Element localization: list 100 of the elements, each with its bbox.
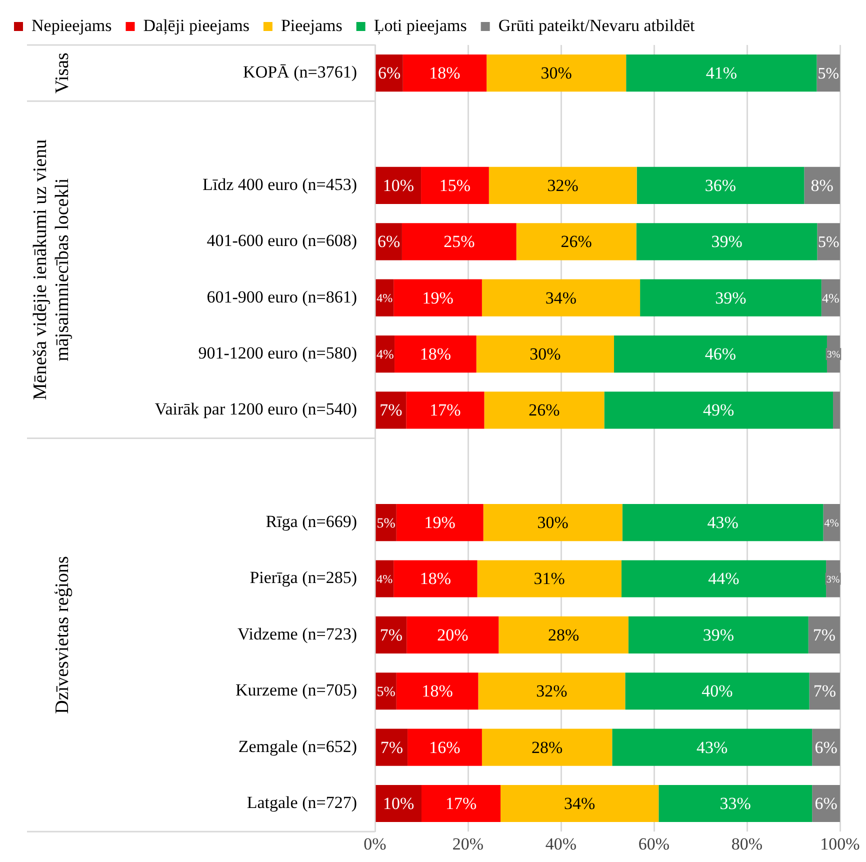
data-label: 34% xyxy=(545,288,577,308)
data-label: 10% xyxy=(382,176,414,195)
bar xyxy=(658,784,812,822)
y-tick-label: Pierīga (n=285) xyxy=(250,568,357,588)
data-label: 7% xyxy=(380,625,403,644)
bar xyxy=(402,223,516,260)
data-label: 6% xyxy=(814,794,838,813)
data-label: 18% xyxy=(422,682,453,701)
bar xyxy=(809,672,840,710)
data-label: 5% xyxy=(818,234,840,251)
legend-label: Ļoti pieejams xyxy=(374,16,467,35)
bar xyxy=(628,616,808,654)
bar xyxy=(614,335,827,373)
bar xyxy=(477,560,622,598)
x-tick-label: 100% xyxy=(820,834,860,854)
data-label: 31% xyxy=(534,569,565,588)
legend-label: Pieejams xyxy=(280,16,342,35)
data-label: 7% xyxy=(380,400,402,420)
y-tick-label: Līdz 400 euro (n=453) xyxy=(202,174,357,194)
bar xyxy=(808,616,840,654)
data-label: 4% xyxy=(376,346,394,362)
text: Dzīvesvietas reģions xyxy=(52,556,73,714)
data-label: 4% xyxy=(822,290,840,306)
data-label: 18% xyxy=(420,344,452,364)
data-label: 18% xyxy=(429,64,460,83)
bar xyxy=(394,335,476,373)
bar xyxy=(625,672,810,710)
bar xyxy=(636,166,804,204)
data-label: 43% xyxy=(696,738,728,757)
data-label: 39% xyxy=(711,232,742,252)
bar xyxy=(482,279,640,316)
data-label: 5% xyxy=(376,684,396,700)
legend-label: Nepieejams xyxy=(32,16,112,35)
bar xyxy=(636,223,818,260)
x-tick-label: 60% xyxy=(638,834,670,854)
bar xyxy=(406,616,499,654)
y-tick-label: Kurzeme (n=705) xyxy=(236,680,357,700)
bar xyxy=(482,728,612,766)
data-label: 43% xyxy=(707,513,738,532)
bar xyxy=(421,166,489,204)
bar xyxy=(376,560,394,598)
y-tick-label: KOPĀ (n=3761) xyxy=(243,62,357,82)
data-label: 30% xyxy=(537,513,568,532)
data-label: 32% xyxy=(536,682,568,701)
bar xyxy=(402,54,487,92)
data-label: 20% xyxy=(437,625,468,644)
data-label: 17% xyxy=(445,794,477,813)
text: Visas xyxy=(52,52,73,94)
bar xyxy=(486,54,626,92)
bar xyxy=(626,54,817,92)
data-label: 5% xyxy=(818,65,840,82)
bar xyxy=(498,616,628,654)
bar xyxy=(408,728,482,766)
data-label: 15% xyxy=(439,176,471,195)
bar xyxy=(612,728,812,766)
bar xyxy=(476,335,614,373)
data-label: 19% xyxy=(422,288,454,308)
data-label: 17% xyxy=(430,400,461,420)
data-label: 40% xyxy=(702,682,733,701)
data-label: 30% xyxy=(540,64,572,83)
y-tick-label: 901-1200 euro (n=580) xyxy=(198,343,357,362)
bar xyxy=(376,728,408,766)
data-label: 25% xyxy=(444,232,475,252)
bar xyxy=(622,504,824,542)
data-label: 4% xyxy=(376,290,393,305)
text: Mēneša vidējie ienākumi uz vienu mājsaimniecības locekli xyxy=(30,138,73,400)
data-label: 49% xyxy=(703,400,734,420)
y-tick-label: 401-600 euro (n=608) xyxy=(206,231,357,250)
y-tick-label: Zemgale (n=652) xyxy=(238,736,357,756)
bar xyxy=(823,504,840,542)
data-label: 18% xyxy=(420,569,452,588)
bar xyxy=(376,616,407,654)
bar xyxy=(621,560,826,598)
data-label: 26% xyxy=(528,400,560,420)
bar xyxy=(406,392,484,429)
bar xyxy=(422,784,501,822)
y-tick-label: 601-900 euro (n=861) xyxy=(206,287,357,306)
data-label: 16% xyxy=(429,738,460,757)
data-label: 34% xyxy=(564,794,596,813)
y-tick-label: Vidzeme (n=723) xyxy=(238,624,357,644)
data-label: 8% xyxy=(810,176,834,195)
x-tick-label: 40% xyxy=(545,834,577,854)
legend-label: Daļēji pieejams xyxy=(143,16,250,35)
bar xyxy=(478,672,626,710)
data-label: 39% xyxy=(715,288,746,308)
data-label: 26% xyxy=(560,232,592,252)
data-label: 6% xyxy=(378,64,401,83)
bar xyxy=(376,166,422,204)
y-tick-label: Latgale (n=727) xyxy=(246,792,357,812)
data-label: 28% xyxy=(531,738,563,757)
bar xyxy=(376,784,422,822)
x-tick-label: 0% xyxy=(364,834,386,854)
data-label: 5% xyxy=(376,516,396,532)
bar xyxy=(394,560,478,598)
bar xyxy=(640,279,822,316)
bar xyxy=(604,392,834,429)
data-label: 7% xyxy=(812,625,836,644)
data-label: 41% xyxy=(706,64,738,83)
data-label: 30% xyxy=(530,344,561,364)
data-label: 44% xyxy=(708,569,740,588)
